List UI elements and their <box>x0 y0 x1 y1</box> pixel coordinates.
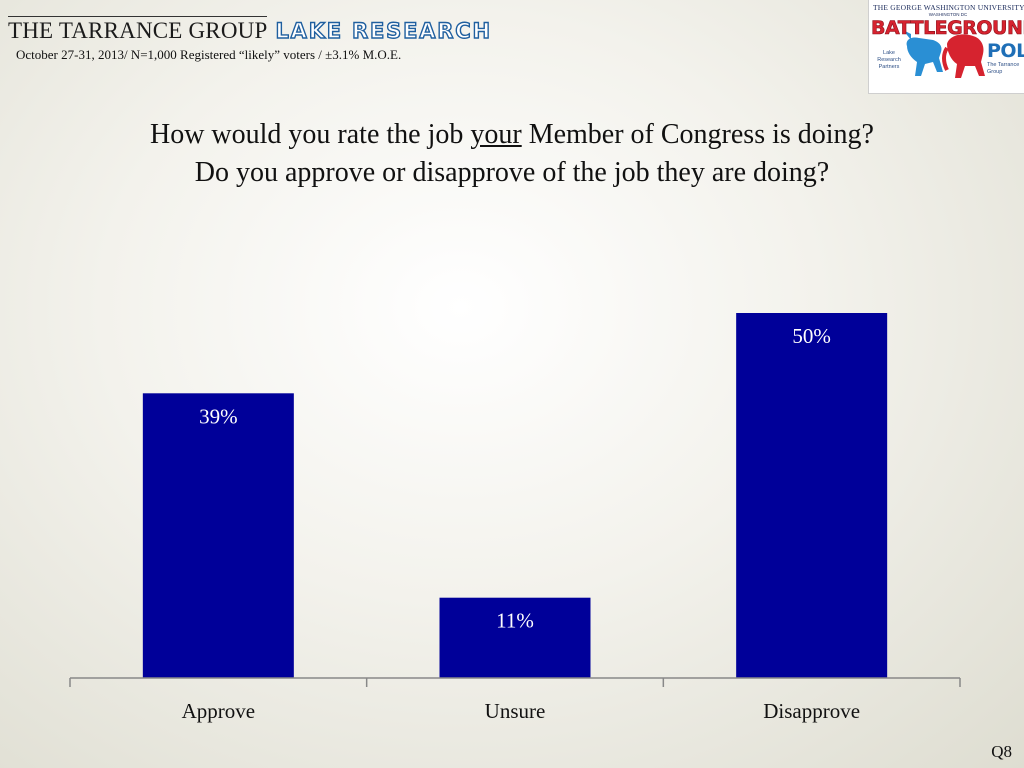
x-tick-label-approve: Approve <box>182 699 255 723</box>
bar-approve <box>142 393 294 678</box>
partner-right: The Tarrance Group <box>987 62 1020 75</box>
data-label-approve: 39% <box>199 404 238 428</box>
battleground-poll-logo: THE GEORGE WASHINGTON UNIVERSITY WASHING… <box>868 0 1024 94</box>
bar-disapprove <box>736 313 888 678</box>
question-line-1-start: How would you rate the job <box>149 119 471 150</box>
x-tick-label-unsure: Unsure <box>485 699 546 723</box>
data-label-disapprove: 50% <box>792 324 831 348</box>
donkey-elephant-icon <box>903 30 985 78</box>
university-name: THE GEORGE WASHINGTON UNIVERSITY <box>873 3 1024 12</box>
question-emphasis: your <box>470 119 522 150</box>
x-tick-label-disapprove: Disapprove <box>763 699 860 723</box>
survey-info: October 27-31, 2013/ N=1,000 Registered … <box>16 47 402 62</box>
chart-question: How would you rate the job your Member o… <box>40 116 984 192</box>
battleground-word: BATTLEGROUND <box>871 17 1024 40</box>
question-number: Q8 <box>991 742 1012 761</box>
tarrance-group-logo: THE TARRANCE GROUP <box>8 16 268 43</box>
data-label-unsure: 11% <box>496 609 534 633</box>
university-city: WASHINGTON DC <box>928 12 968 17</box>
question-line-1: How would you rate the job your Member o… <box>40 116 984 154</box>
question-line-2: Do you approve or disapprove of the job … <box>194 157 830 188</box>
lake-research-logo: LAKE RESEARCH <box>275 18 492 43</box>
brand-row: THE TARRANCE GROUP LAKE RESEARCH <box>8 16 492 44</box>
question-line-1-end: Member of Congress is doing? <box>521 119 874 150</box>
bar-unsure <box>439 597 591 678</box>
header: THE TARRANCE GROUP LAKE RESEARCH October… <box>8 16 492 63</box>
partner-left: Lake Research Partners <box>877 50 901 70</box>
